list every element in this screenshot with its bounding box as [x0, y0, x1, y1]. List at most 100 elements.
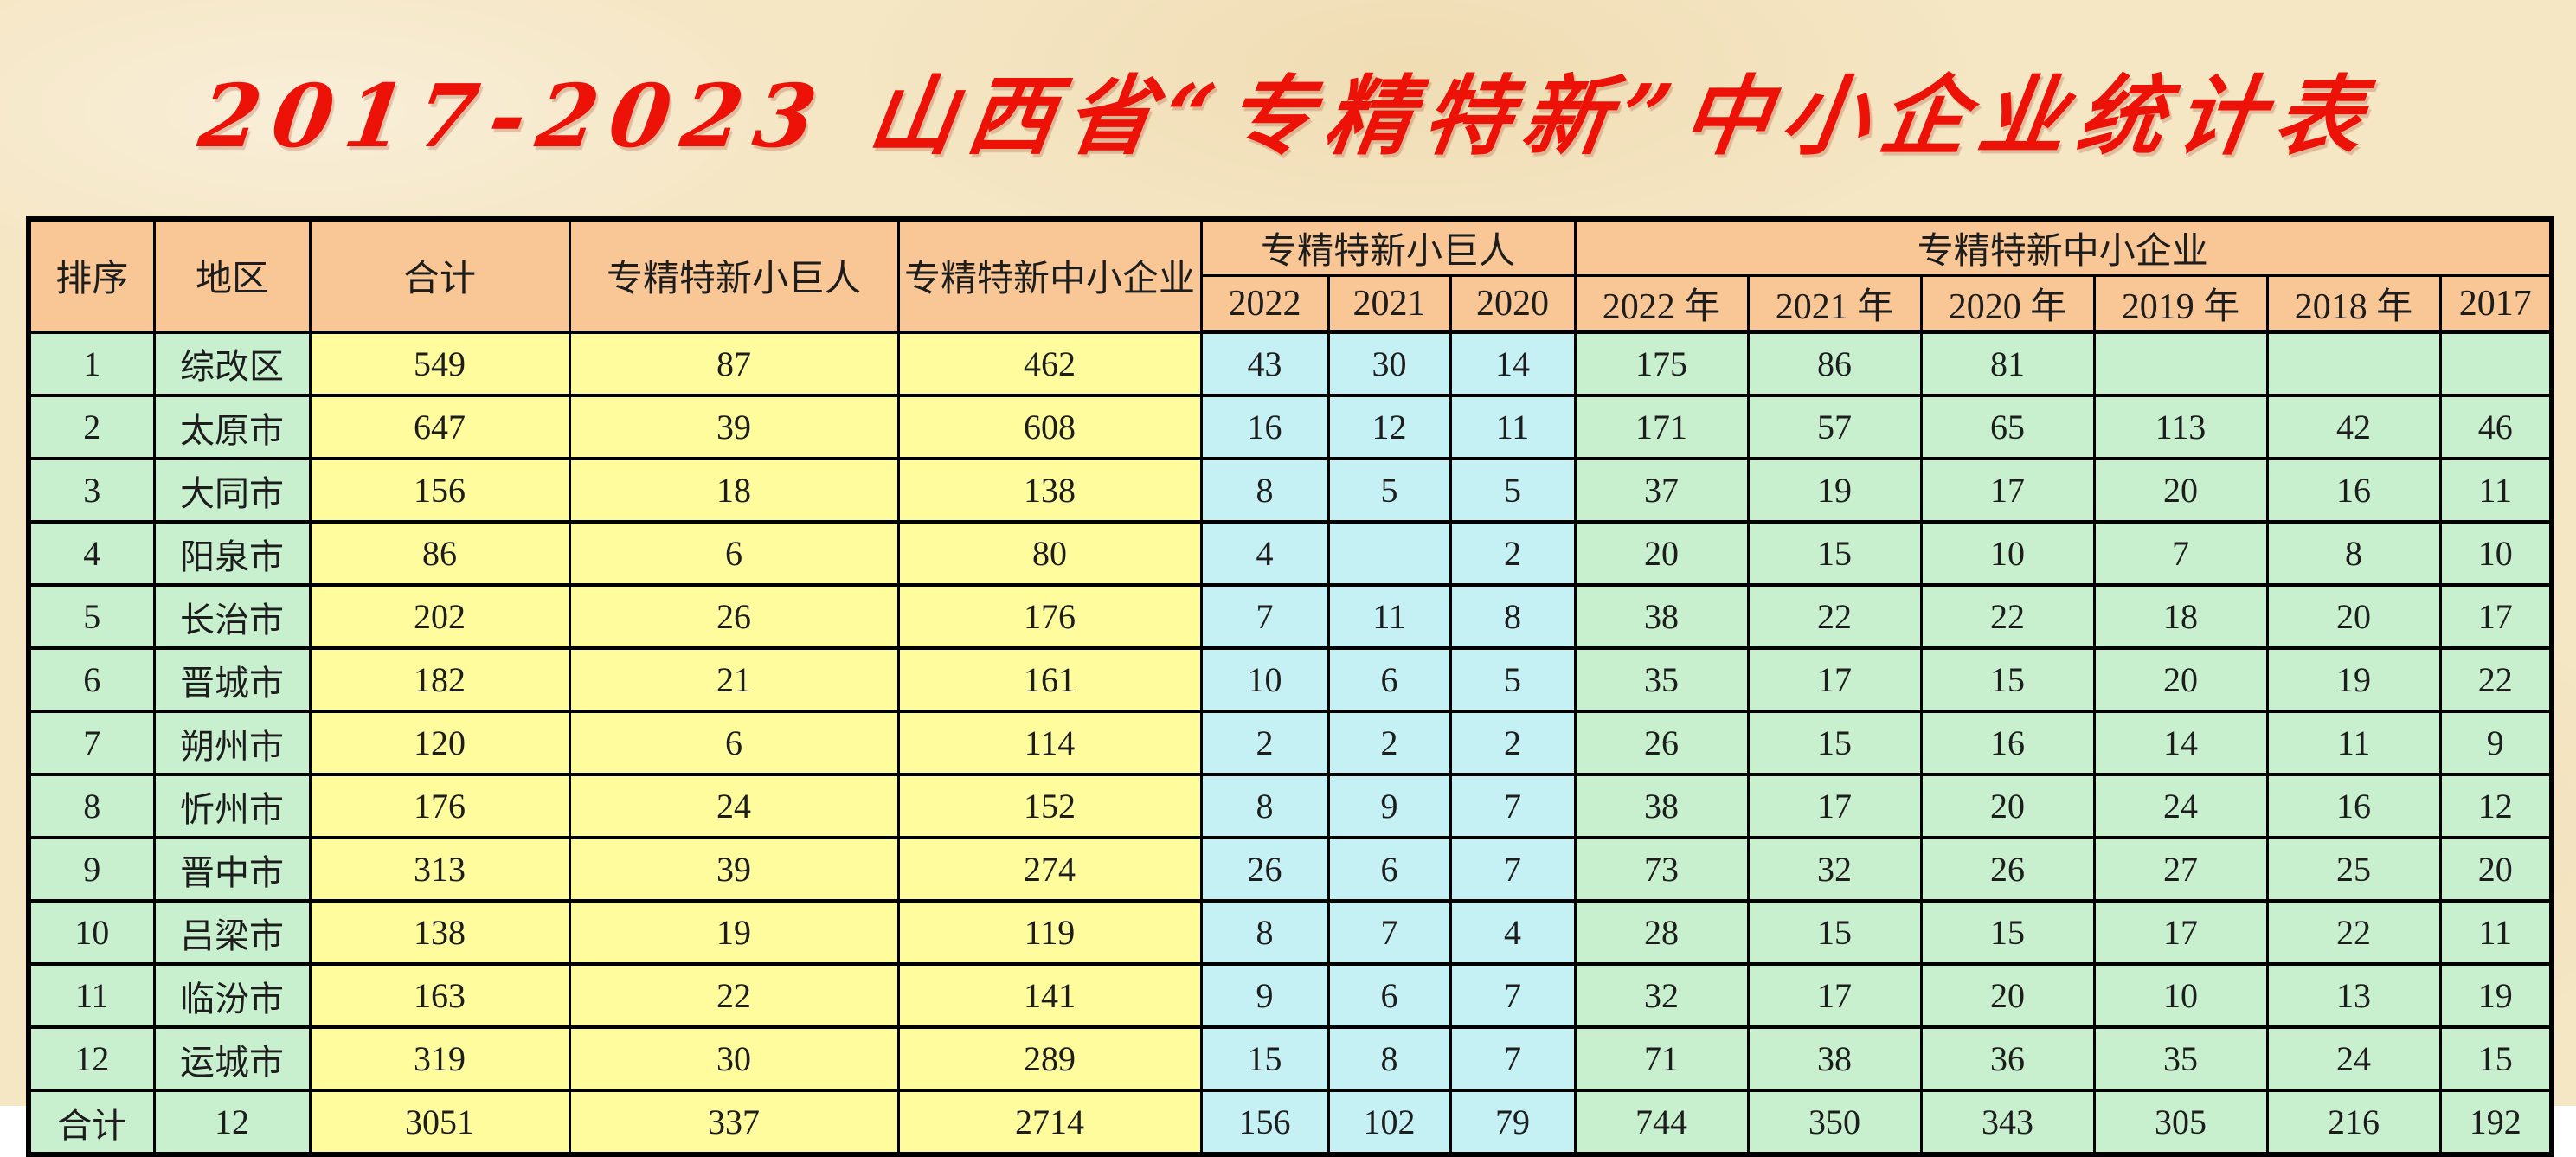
cell-giant-2021: 8 — [1327, 1025, 1452, 1092]
cell-sme-2018: 24 — [2265, 1025, 2442, 1092]
cell-sme-2022: 37 — [1573, 457, 1750, 524]
page-title: 2017-2023 山西省“专精特新”中小企业统计表 — [193, 64, 2381, 167]
header-giant-total: 专精特新小巨人 — [568, 217, 900, 333]
cell-region: 忻州市 — [152, 773, 312, 839]
cell-giant-total: 21 — [568, 646, 900, 713]
cell-giant-total: 30 — [568, 1025, 900, 1092]
header-row-groups: 排序 地区 合计 专精特新小巨人 专精特新中小企业 专精特新小巨人 专精特新中小… — [27, 217, 2554, 333]
cell-sme-2018: 11 — [2265, 710, 2442, 776]
cell-sme-2020: 26 — [1919, 836, 2096, 903]
cell-total: 182 — [308, 646, 571, 713]
cell-sme-2019: 24 — [2092, 773, 2269, 839]
cell-sme-2020: 22 — [1919, 583, 2096, 650]
cell-sme-2017: 11 — [2438, 899, 2554, 966]
cell-giant-total: 87 — [568, 330, 900, 397]
cell-giant-2021: 2 — [1327, 710, 1452, 776]
cell-giant-2021 — [1327, 520, 1452, 587]
cell-sme-2017: 15 — [2438, 1025, 2554, 1092]
cell-sme-2017 — [2438, 330, 2554, 397]
cell-sme-total: 80 — [896, 520, 1203, 587]
cell-giant-2021: 6 — [1327, 836, 1452, 903]
cell-region: 长治市 — [152, 583, 312, 650]
data-row: 6 晋城市 182 21 161 10 6 5 35 17 15 20 19 22 — [27, 646, 2554, 713]
cell-rank: 5 — [27, 583, 156, 650]
cell-sme-2017: 12 — [2438, 773, 2554, 839]
cell-sme-total: 176 — [896, 583, 1203, 650]
cell-sme-2022: 171 — [1573, 394, 1750, 460]
cell-sme-2018: 8 — [2265, 520, 2442, 587]
cell-giant-total: 6 — [568, 520, 900, 587]
cell-total: 647 — [308, 394, 571, 460]
cell-giant-2022: 8 — [1199, 457, 1330, 524]
cell-giant-2020: 8 — [1449, 583, 1577, 650]
cell-sme-2022: 71 — [1573, 1025, 1750, 1092]
cell-giant-2022: 4 — [1199, 520, 1330, 587]
header-giant-group: 专精特新小巨人 — [1199, 217, 1577, 277]
cell-sme-2018: 22 — [2265, 899, 2442, 966]
cell-sme-2019: 18 — [2092, 583, 2269, 650]
cell-rank: 1 — [27, 330, 156, 397]
header-sme-year-2018: 2018 年 — [2265, 274, 2442, 334]
cell-rank: 4 — [27, 520, 156, 587]
cell-region: 晋城市 — [152, 646, 312, 713]
cell-giant-2022: 16 — [1199, 394, 1330, 460]
header-row-years: 2022 2021 2020 2022 年 2021 年 2020 年 2019… — [29, 274, 2554, 334]
cell-sme-2018: 20 — [2265, 583, 2442, 650]
cell-rank: 合计 — [27, 1089, 156, 1156]
cell-sme-2022: 32 — [1573, 962, 1750, 1029]
cell-region: 12 — [152, 1089, 312, 1156]
data-row: 7 朔州市 120 6 114 2 2 2 26 15 16 14 11 9 — [27, 710, 2554, 776]
data-row: 9 晋中市 313 39 274 26 6 7 73 32 26 27 25 20 — [27, 836, 2554, 903]
cell-sme-2021: 17 — [1746, 646, 1923, 713]
cell-giant-2020: 7 — [1449, 836, 1577, 903]
cell-giant-2020: 79 — [1449, 1089, 1577, 1156]
header-sme-year-2017: 2017 — [2438, 274, 2554, 334]
cell-sme-2018: 16 — [2265, 773, 2442, 839]
header-sme-year-2020: 2020 年 — [1919, 274, 2096, 334]
header-giant-year-2021: 2021 — [1327, 274, 1452, 334]
cell-sme-2021: 15 — [1746, 520, 1923, 587]
header-sme-year-2022: 2022 年 — [1573, 274, 1750, 334]
cell-giant-2020: 4 — [1449, 899, 1577, 966]
data-row: 5 长治市 202 26 176 7 11 8 38 22 22 18 20 17 — [27, 583, 2554, 650]
cell-sme-2019: 20 — [2092, 646, 2269, 713]
cell-sme-2020: 10 — [1919, 520, 2096, 587]
cell-region: 阳泉市 — [152, 520, 312, 587]
cell-giant-2022: 8 — [1199, 899, 1330, 966]
cell-region: 运城市 — [152, 1025, 312, 1092]
cell-giant-2022: 7 — [1199, 583, 1330, 650]
cell-sme-2019: 17 — [2092, 899, 2269, 966]
cell-total: 202 — [308, 583, 571, 650]
cell-giant-total: 6 — [568, 710, 900, 776]
cell-sme-2020: 16 — [1919, 710, 2096, 776]
cell-rank: 6 — [27, 646, 156, 713]
cell-giant-2021: 9 — [1327, 773, 1452, 839]
cell-sme-2022: 26 — [1573, 710, 1750, 776]
cell-giant-2021: 30 — [1327, 330, 1452, 397]
cell-giant-2021: 102 — [1327, 1089, 1452, 1156]
cell-sme-2019: 113 — [2092, 394, 2269, 460]
header-giant-year-2022: 2022 — [1199, 274, 1330, 334]
cell-sme-2021: 17 — [1746, 962, 1923, 1029]
cell-giant-2022: 10 — [1199, 646, 1330, 713]
cell-sme-2021: 350 — [1746, 1089, 1923, 1156]
cell-giant-2021: 12 — [1327, 394, 1452, 460]
cell-sme-2022: 175 — [1573, 330, 1750, 397]
cell-sme-2021: 15 — [1746, 899, 1923, 966]
data-row: 11 临汾市 163 22 141 9 6 7 32 17 20 10 13 19 — [27, 962, 2554, 1029]
cell-giant-2021: 7 — [1327, 899, 1452, 966]
table-body: 1 综改区 549 87 462 43 30 14 175 86 81 2 太原市 647 39 608 16 1… — [27, 330, 2554, 1156]
cell-sme-2021: 19 — [1746, 457, 1923, 524]
cell-sme-2022: 35 — [1573, 646, 1750, 713]
cell-sme-2019: 27 — [2092, 836, 2269, 903]
cell-total: 120 — [308, 710, 571, 776]
cell-giant-2020: 11 — [1449, 394, 1577, 460]
cell-sme-2017: 46 — [2438, 394, 2554, 460]
cell-giant-2022: 15 — [1199, 1025, 1330, 1092]
cell-giant-total: 24 — [568, 773, 900, 839]
cell-sme-2018: 42 — [2265, 394, 2442, 460]
cell-total: 313 — [308, 836, 571, 903]
cell-sme-2017: 9 — [2438, 710, 2554, 776]
title-band: 2017-2023 山西省“专精特新”中小企业统计表 — [0, 0, 2576, 216]
